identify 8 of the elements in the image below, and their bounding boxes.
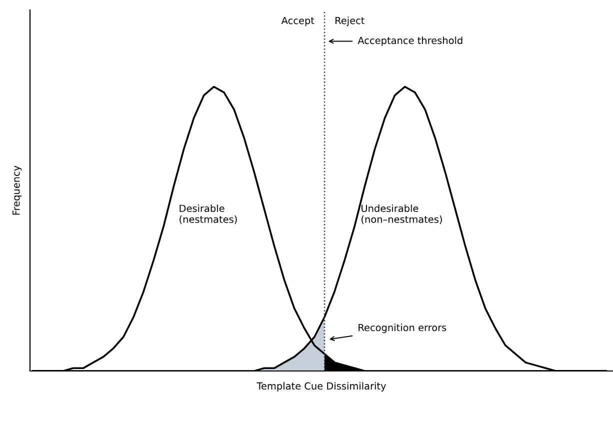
annotation: Desirable (nestmates)	[180, 204, 237, 224]
annotation: Recognition errors	[358, 324, 446, 334]
y-axis-title: Frequency	[12, 166, 22, 215]
text: Acceptance threshold	[358, 36, 462, 46]
text: Accept	[281, 16, 314, 26]
annotation: Undesirable (non–nestmates)	[362, 204, 442, 224]
text: Reject	[336, 16, 364, 26]
x-axis-title: Template Cue Dissimilarity	[256, 382, 386, 392]
